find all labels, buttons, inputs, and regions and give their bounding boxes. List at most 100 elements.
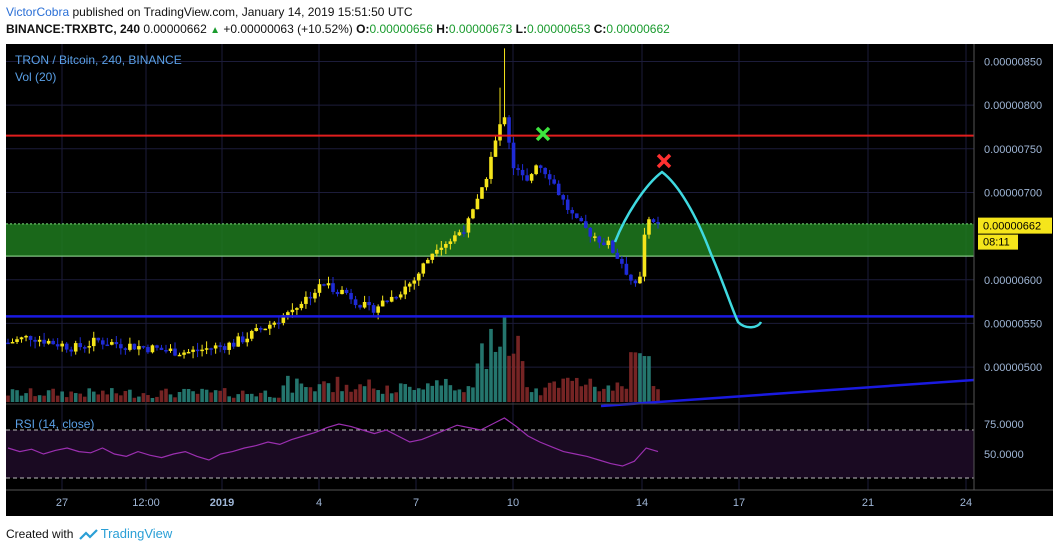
rsi-tick-label: 50.0000 xyxy=(984,449,1024,461)
volume-bar xyxy=(137,396,141,402)
candle-body xyxy=(376,306,380,313)
candle-body xyxy=(177,354,182,357)
candle-body xyxy=(123,348,128,350)
price-tag-bg xyxy=(978,217,1052,234)
volume-bar xyxy=(615,382,620,402)
candle-body xyxy=(507,117,511,143)
volume-bar xyxy=(245,394,250,402)
volume-bar xyxy=(277,397,281,402)
candle-body xyxy=(146,347,150,353)
volume-bar xyxy=(195,393,200,402)
candle-body xyxy=(227,342,231,350)
vol-legend: Vol (20) xyxy=(15,70,56,84)
candle-body xyxy=(231,342,236,347)
volume-bar xyxy=(457,389,462,402)
volume-bar xyxy=(480,343,484,402)
candle-body xyxy=(453,235,457,242)
candle-body xyxy=(615,252,620,259)
volume-bar xyxy=(317,384,322,402)
high-value: 0.00000673 xyxy=(448,22,513,36)
last-price: 0.00000662 xyxy=(143,22,207,36)
demand-zone xyxy=(6,223,974,257)
candle-body xyxy=(385,300,389,303)
candle-body xyxy=(55,344,60,347)
volume-bar xyxy=(213,390,218,402)
candle-body xyxy=(263,328,268,331)
volume-bar xyxy=(268,396,272,402)
candle-body xyxy=(407,283,412,287)
candle-body xyxy=(200,349,204,352)
symbol: BINANCE:TRXBTC, 240 xyxy=(6,22,141,36)
candle-body xyxy=(606,240,611,246)
candle-body xyxy=(132,343,137,350)
candle-body xyxy=(344,289,349,294)
candle-body xyxy=(574,213,579,218)
candle-body xyxy=(403,286,408,295)
candle-body xyxy=(64,343,69,350)
price-tick-label: 0.00000500 xyxy=(984,362,1042,374)
volume-bar xyxy=(132,397,137,402)
volume-bar xyxy=(602,388,606,402)
volume-bar xyxy=(362,386,367,402)
volume-bar xyxy=(416,388,421,402)
volume-bar xyxy=(186,389,191,402)
volume-bar xyxy=(552,381,556,402)
chart-area[interactable]: 0.00000850 0.00000800 0.00000750 0.00000700… xyxy=(6,44,1053,516)
candle-body xyxy=(340,289,344,295)
volume-bar xyxy=(105,394,110,402)
candle-body xyxy=(182,352,186,355)
candle-body xyxy=(141,346,146,348)
volume-bar xyxy=(299,383,304,402)
volume-bar xyxy=(489,328,493,402)
author-link[interactable]: VictorCobra xyxy=(6,5,70,19)
red-x-marker xyxy=(656,153,672,169)
volume-bar xyxy=(444,378,448,402)
volume-bar xyxy=(10,389,15,402)
volume-bar xyxy=(638,353,642,402)
candle-body xyxy=(588,227,593,237)
volume-bar xyxy=(371,388,376,402)
candle-body xyxy=(114,342,119,345)
candle-body xyxy=(638,276,642,284)
candle-body xyxy=(317,284,322,293)
candle-body xyxy=(87,346,92,348)
volume-bar xyxy=(168,394,173,402)
candle-body xyxy=(240,336,245,343)
candle-body xyxy=(186,351,191,354)
volume-bar xyxy=(439,385,444,402)
candle-body xyxy=(110,342,114,345)
volume-bar xyxy=(543,387,547,402)
volume-bar xyxy=(583,384,588,402)
tradingview-logo-icon xyxy=(78,529,98,540)
volume-bar xyxy=(240,390,245,402)
volume-bar xyxy=(209,392,213,402)
candle-body xyxy=(534,165,538,175)
volume-bar xyxy=(123,391,128,402)
countdown-bg xyxy=(978,234,1018,250)
candle-body xyxy=(37,339,42,342)
candle-body xyxy=(416,273,421,281)
volume-bar xyxy=(33,396,37,402)
candle-body xyxy=(236,336,241,347)
rsi-line xyxy=(7,417,659,467)
candle-body xyxy=(195,349,200,352)
volume-bar xyxy=(159,390,164,402)
candle-body xyxy=(462,232,466,234)
volume-bar xyxy=(570,380,575,402)
tradingview-brand[interactable]: TradingView xyxy=(100,526,173,541)
chart-svg[interactable]: 0.00000850 0.00000800 0.00000750 0.00000700… xyxy=(6,44,1053,516)
candle-body xyxy=(583,221,588,228)
candle-body xyxy=(439,247,444,250)
candle-body xyxy=(398,294,403,298)
candle-body xyxy=(371,305,376,313)
volume-bar xyxy=(385,385,389,402)
volume-bar xyxy=(453,390,457,402)
volume-bar xyxy=(448,385,453,402)
candle-body xyxy=(489,156,493,179)
volume-bar xyxy=(24,393,28,402)
volume-bar xyxy=(82,396,87,402)
up-arrow-icon: ▲ xyxy=(210,25,221,36)
candle-body xyxy=(295,308,299,310)
volume-bar xyxy=(565,377,570,402)
candle-body xyxy=(475,198,480,210)
